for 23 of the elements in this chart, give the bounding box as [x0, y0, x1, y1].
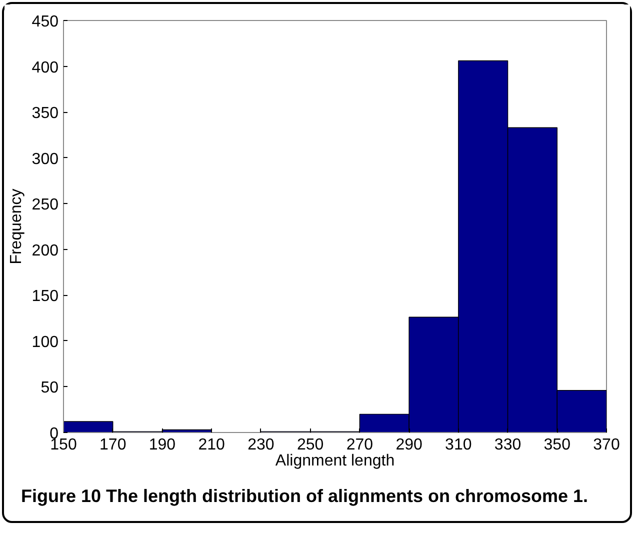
x-tick-label: 170	[100, 436, 126, 454]
y-tick-label: 350	[32, 105, 59, 122]
y-tick-label: 300	[32, 150, 59, 168]
caption: Figure 10 The length distribution of alignments on chromosome 1.	[21, 485, 588, 508]
x-tick-label: 190	[148, 436, 176, 454]
x-tick-label: 290	[396, 436, 422, 454]
x-tick-label: 350	[544, 436, 571, 454]
x-tick-label: 270	[346, 436, 374, 454]
y-tick-label: 100	[32, 334, 59, 351]
x-tick-label: 230	[248, 436, 274, 454]
y-tick-label: 150	[32, 288, 59, 306]
y-tick-label: 400	[32, 59, 59, 76]
y-tick-label: 50	[40, 380, 59, 397]
x-tick-label: 330	[494, 436, 522, 454]
y-tick-label: 450	[32, 14, 59, 30]
x-tick-label: 370	[593, 436, 620, 454]
x-tick-label: 210	[198, 436, 226, 454]
y-tick-label: 250	[32, 196, 59, 214]
x-tick-label: 250	[296, 436, 324, 454]
y-tick-label: 200	[32, 242, 59, 260]
x-tick-label: 310	[445, 436, 472, 454]
y-axis-title: Frequency	[8, 188, 25, 264]
x-axis-title: Alignment length	[275, 452, 395, 470]
